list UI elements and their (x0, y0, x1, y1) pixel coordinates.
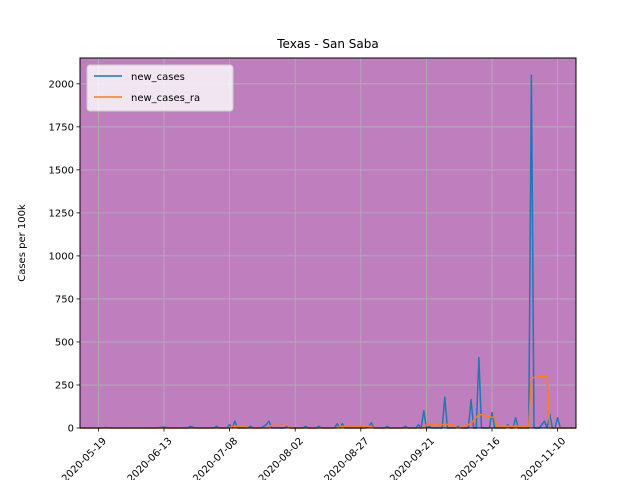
chart-title: Texas - San Saba (276, 37, 378, 51)
y-tick-label: 500 (55, 337, 74, 348)
legend-label-new-cases-ra: new_cases_ra (131, 93, 200, 104)
plot-frame (79, 57, 577, 429)
y-tick-label: 250 (55, 380, 74, 391)
y-tick-label: 1500 (49, 165, 74, 176)
legend: new_cases new_cases_ra (86, 64, 234, 112)
legend-box (86, 64, 234, 112)
y-tick-label: 2000 (49, 79, 74, 90)
y-tick-label: 750 (55, 294, 74, 305)
y-tick-label: 1250 (49, 208, 74, 219)
y-axis-label: Cases per 100k (17, 204, 28, 282)
legend-label-new-cases: new_cases (131, 72, 185, 83)
plot-area (80, 58, 576, 428)
y-axis: 0 250 500 750 1000 1250 1500 1750 2000 (49, 79, 80, 435)
y-tick-label: 0 (68, 424, 74, 435)
y-tick-label: 1750 (49, 122, 74, 133)
y-tick-label: 1000 (49, 251, 74, 262)
